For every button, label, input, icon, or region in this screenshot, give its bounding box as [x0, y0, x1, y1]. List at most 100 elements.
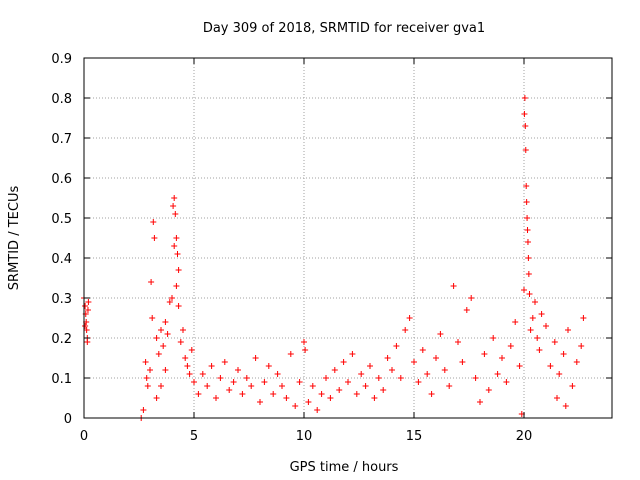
data-point-82	[345, 379, 351, 385]
data-point-9	[84, 339, 91, 345]
chart-title: Day 309 of 2018, SRMTID for receiver gva…	[203, 21, 485, 36]
data-point-141	[538, 311, 545, 317]
data-point-133	[525, 255, 532, 261]
data-point-40	[184, 363, 191, 369]
data-point-1	[82, 303, 89, 309]
y-tick-labels: 0 0.1 0.2 0.3 0.4 0.5 0.6 0.7 0.8 0.9	[51, 52, 72, 427]
data-point-105	[446, 383, 453, 389]
data-point-110	[468, 295, 475, 301]
data-point-15	[147, 367, 153, 373]
data-point-63	[265, 363, 272, 369]
data-point-22	[158, 327, 164, 333]
data-point-78	[327, 395, 334, 401]
data-point-116	[494, 371, 501, 377]
data-point-103	[437, 331, 444, 337]
data-point-148	[569, 383, 576, 389]
data-point-33	[175, 267, 182, 273]
data-point-136	[527, 327, 534, 333]
data-point-27	[169, 295, 175, 301]
data-point-102	[433, 355, 439, 361]
data-point-131	[524, 227, 531, 233]
data-point-44	[158, 383, 164, 389]
data-point-123	[521, 287, 527, 293]
data-point-49	[204, 383, 211, 389]
data-point-117	[499, 355, 505, 361]
data-point-47	[195, 391, 202, 397]
data-point-149	[573, 359, 580, 365]
data-point-144	[551, 339, 558, 345]
data-point-143	[547, 363, 554, 369]
data-point-35	[173, 283, 180, 289]
data-point-118	[503, 379, 510, 385]
data-point-153	[562, 403, 569, 409]
data-point-14	[144, 383, 151, 389]
data-point-92	[389, 367, 395, 373]
data-point-99	[419, 347, 426, 353]
data-point-100	[424, 371, 431, 377]
grid-lines	[84, 58, 612, 418]
data-point-56	[235, 367, 241, 373]
data-point-7	[85, 299, 92, 305]
data-point-106	[450, 283, 457, 289]
data-point-20	[153, 335, 160, 341]
x-axis-label: GPS time / hours	[290, 460, 399, 475]
data-point-29	[171, 195, 178, 201]
data-point-39	[182, 355, 189, 361]
data-point-23	[160, 343, 167, 349]
data-point-43	[153, 395, 160, 401]
data-point-128	[523, 183, 530, 189]
data-point-19	[151, 235, 158, 241]
data-point-89	[375, 375, 382, 381]
plot-frame	[83, 57, 613, 419]
data-point-142	[543, 323, 549, 329]
data-point-111	[472, 375, 479, 381]
data-point-8	[82, 323, 89, 329]
data-point-38	[180, 327, 186, 333]
data-point-16	[148, 279, 155, 285]
data-point-32	[174, 251, 181, 257]
data-point-25	[164, 331, 171, 337]
y-tick-label-0.4: 0.4	[51, 252, 72, 267]
data-point-108	[459, 359, 466, 365]
data-point-12	[142, 359, 149, 365]
data-point-87	[367, 363, 373, 369]
data-point-50	[208, 363, 215, 369]
data-point-46	[191, 379, 197, 385]
data-point-36	[175, 303, 182, 309]
data-point-134	[525, 271, 532, 277]
data-point-119	[507, 343, 514, 349]
x-tick-label-0: 0	[80, 429, 88, 444]
data-point-109	[463, 307, 470, 313]
y-tick-label-0: 0	[64, 412, 72, 427]
data-point-91	[384, 355, 391, 361]
data-point-37	[177, 339, 184, 345]
data-point-81	[340, 359, 347, 365]
data-point-88	[371, 395, 378, 401]
data-point-61	[257, 399, 263, 405]
y-tick-label-0.9: 0.9	[51, 52, 72, 67]
data-point-83	[349, 351, 356, 357]
x-tick-labels: 0 5 10 15 20	[80, 429, 532, 444]
y-tick-label-0.3: 0.3	[51, 292, 72, 307]
data-point-140	[536, 347, 543, 353]
data-point-77	[323, 375, 329, 381]
data-point-26	[166, 299, 173, 305]
data-point-121	[516, 363, 523, 369]
y-tick-label-0.2: 0.2	[51, 332, 72, 347]
data-point-70	[296, 379, 303, 385]
data-point-57	[239, 391, 246, 397]
data-point-86	[362, 383, 369, 389]
data-point-11	[140, 407, 147, 413]
data-point-112	[477, 399, 483, 405]
x-tick-label-20: 20	[516, 429, 533, 444]
data-point-114	[485, 387, 492, 393]
data-point-152	[554, 395, 560, 401]
data-point-6	[84, 307, 91, 313]
data-point-115	[490, 335, 497, 341]
data-point-132	[524, 239, 531, 245]
data-point-71	[301, 339, 307, 345]
data-point-104	[441, 367, 448, 373]
data-point-17	[149, 315, 156, 321]
data-point-101	[428, 391, 435, 397]
